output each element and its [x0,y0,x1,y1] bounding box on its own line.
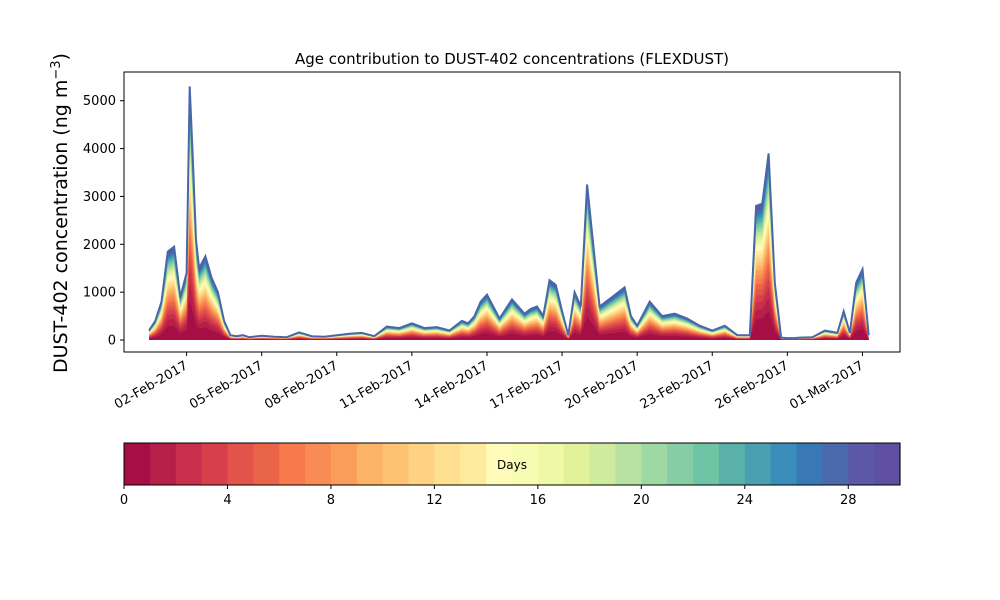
colorbar-cell [563,443,591,485]
colorbar-cell [641,443,668,485]
y-tick-label: 3000 [83,190,116,205]
colorbar-tick-label: 16 [530,493,547,508]
colorbar-cell [408,443,435,485]
colorbar-cell [227,443,254,485]
colorbar-cell [279,443,306,485]
x-tick-label: 01-Mar-2017 [787,358,866,412]
x-axis-ticks: 02-Feb-201705-Feb-201708-Feb-201711-Feb-… [112,352,866,413]
colorbar-label: Days [497,458,527,472]
colorbar-cell [848,443,875,485]
colorbar-tick-label: 12 [426,493,443,508]
y-tick-label: 4000 [83,142,116,157]
age-layer-day-1 [149,282,869,340]
x-tick-label: 11-Feb-2017 [337,358,416,412]
colorbar-cell [718,443,746,485]
colorbar-cells [124,443,901,485]
colorbar-cell [822,443,849,485]
x-tick-label: 08-Feb-2017 [262,358,341,412]
colorbar-cell [305,443,332,485]
colorbar-cell [667,443,694,485]
y-axis-label-exponent: −3 [49,60,64,79]
y-tick-label: 5000 [83,94,116,109]
colorbar-tick-label: 0 [120,493,128,508]
colorbar-cell [356,443,384,485]
colorbar-cell [201,443,229,485]
colorbar-cell [744,443,772,485]
x-tick-label: 20-Feb-2017 [563,358,642,412]
colorbar-cell [124,443,151,485]
colorbar-cell [434,443,461,485]
colorbar-cell [330,443,358,485]
colorbar-cell [382,443,410,485]
plot-area [148,86,870,341]
total-concentration-line [148,86,870,340]
age-layers [149,86,869,341]
colorbar-cell [693,443,720,485]
x-tick-label: 02-Feb-2017 [112,358,191,412]
colorbar-cell [460,443,487,485]
colorbar-cell [537,443,565,485]
colorbar-tick-label: 4 [223,493,231,508]
colorbar-cell [149,443,177,485]
y-axis-ticks: 0 1000 2000 3000 4000 5000 [83,94,124,349]
y-axis-label-main: DUST-402 concentration (ng m [50,80,72,373]
y-tick-label: 1000 [83,286,116,301]
age-layer-day-0 [149,301,869,340]
colorbar-tick-label: 8 [327,493,335,508]
colorbar-tick-label: 20 [633,493,650,508]
x-tick-label: 26-Feb-2017 [713,358,792,412]
colorbar-cell [512,443,539,485]
x-tick-label: 05-Feb-2017 [187,358,266,412]
y-axis-label-close: ) [50,53,72,60]
colorbar-tick-label: 24 [737,493,754,508]
colorbar-ticks: 0 4 8 12 16 20 24 28 [120,485,857,508]
chart-title: Age contribution to DUST-402 concentrati… [295,50,729,68]
colorbar-frame [123,442,901,486]
colorbar-cell [253,443,280,485]
y-axis-label: DUST-402 concentration (ng m−3) [49,53,73,373]
colorbar-cell [770,443,798,485]
colorbar-cell [175,443,203,485]
x-tick-label: 14-Feb-2017 [412,358,491,412]
x-tick-label: 23-Feb-2017 [638,358,717,412]
colorbar-cell [615,443,642,485]
colorbar: Days 0 4 8 12 16 20 24 28 [120,442,901,508]
colorbar-cell [589,443,617,485]
x-tick-label: 17-Feb-2017 [488,358,567,412]
colorbar-cell [874,443,901,485]
y-tick-label: 0 [108,334,116,349]
y-tick-label: 2000 [83,238,116,253]
plot-frame [123,71,901,353]
colorbar-cell [796,443,823,485]
colorbar-tick-label: 28 [840,493,857,508]
colorbar-cell [486,443,513,485]
